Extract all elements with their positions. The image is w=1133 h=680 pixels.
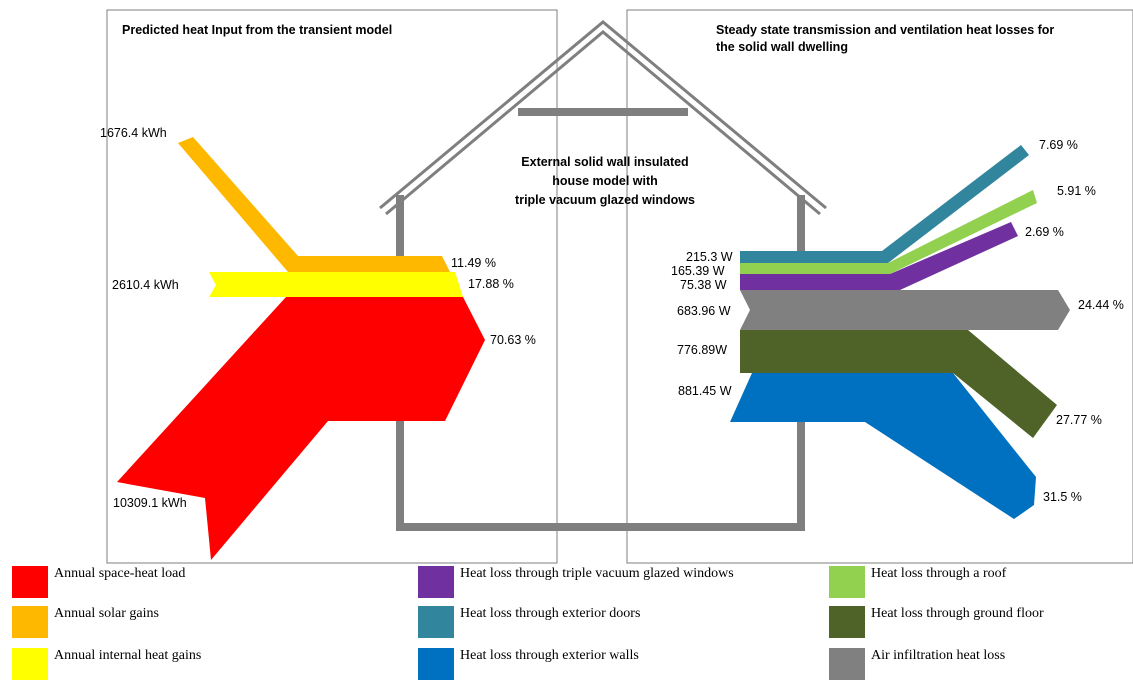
loss-flows xyxy=(730,145,1070,519)
legend-swatch-ground-floor xyxy=(829,606,865,638)
legend-swatch-roof xyxy=(829,566,865,598)
house-model-label-line1: External solid wall insulated xyxy=(521,155,689,169)
house-model-label-line2: house model with xyxy=(552,174,658,188)
internal-gains-energy-label: 2610.4 kWh xyxy=(112,278,179,292)
infiltration-power-label: 683.96 W xyxy=(677,304,731,318)
input-flows xyxy=(117,137,485,560)
space-heat-percent-label: 70.63 % xyxy=(490,333,536,347)
legend-label-infiltration: Air infiltration heat loss xyxy=(871,648,1006,663)
legend-label-internal-gains: Annual internal heat gains xyxy=(54,648,202,663)
flow-ground-floor xyxy=(740,330,1057,438)
roof-percent-label: 5.91 % xyxy=(1057,184,1096,198)
internal-gains-percent-label: 17.88 % xyxy=(468,277,514,291)
house-roof-outer xyxy=(379,20,827,210)
flow-doors xyxy=(740,145,1029,263)
house-roof-inner xyxy=(385,30,821,216)
legend-label-doors: Heat loss through exterior doors xyxy=(460,606,641,621)
roof-power-label: 165.39 W xyxy=(671,264,725,278)
legend-swatch-internal-gains xyxy=(12,648,48,680)
solar-gains-energy-label: 1676.4 kWh xyxy=(100,126,167,140)
flow-roof xyxy=(740,190,1037,274)
left-panel-title: Predicted heat Input from the transient … xyxy=(122,23,393,37)
legend-swatch-doors xyxy=(418,606,454,638)
windows-power-label: 75.38 W xyxy=(680,278,727,292)
house-model-label-line3: triple vacuum glazed windows xyxy=(515,193,695,207)
flow-walls xyxy=(730,373,1036,519)
solar-gains-percent-label: 11.49 % xyxy=(451,256,496,270)
infiltration-percent-label: 24.44 % xyxy=(1078,298,1124,312)
doors-power-label: 215.3 W xyxy=(686,250,733,264)
legend-label-ground-floor: Heat loss through ground floor xyxy=(871,606,1044,621)
walls-percent-label: 31.5 % xyxy=(1043,490,1082,504)
flow-internal-gains xyxy=(209,272,463,297)
ground-floor-percent-label: 27.77 % xyxy=(1056,413,1102,427)
legend-swatch-windows xyxy=(418,566,454,598)
legend-label-walls: Heat loss through exterior walls xyxy=(460,648,639,663)
doors-percent-label: 7.69 % xyxy=(1039,138,1078,152)
legend-swatch-solar-gains xyxy=(12,606,48,638)
house-model-label: External solid wall insulated house mode… xyxy=(470,153,740,210)
legend-swatch-infiltration xyxy=(829,648,865,680)
space-heat-energy-label: 10309.1 kWh xyxy=(113,496,187,510)
flow-infiltration xyxy=(740,290,1070,330)
walls-power-label: 881.45 W xyxy=(678,384,732,398)
left-panel-frame xyxy=(106,9,558,564)
legend-label-space-heat: Annual space-heat load xyxy=(54,566,186,581)
legend-swatch-space-heat xyxy=(12,566,48,598)
right-panel-title-line2: the solid wall dwelling xyxy=(716,40,848,54)
right-panel-title-line1: Steady state transmission and ventilatio… xyxy=(716,23,1055,37)
legend-label-windows: Heat loss through triple vacuum glazed w… xyxy=(460,566,734,581)
windows-percent-label: 2.69 % xyxy=(1025,225,1064,239)
flow-solar-gains xyxy=(178,137,450,272)
ground-floor-power-label: 776.89W xyxy=(677,343,728,357)
legend-label-roof: Heat loss through a roof xyxy=(871,566,1007,581)
flow-space-heat xyxy=(117,297,485,560)
legend-swatch-walls xyxy=(418,648,454,680)
flow-windows xyxy=(740,222,1018,290)
legend-label-solar-gains: Annual solar gains xyxy=(54,606,159,621)
right-panel-frame xyxy=(626,9,1133,564)
